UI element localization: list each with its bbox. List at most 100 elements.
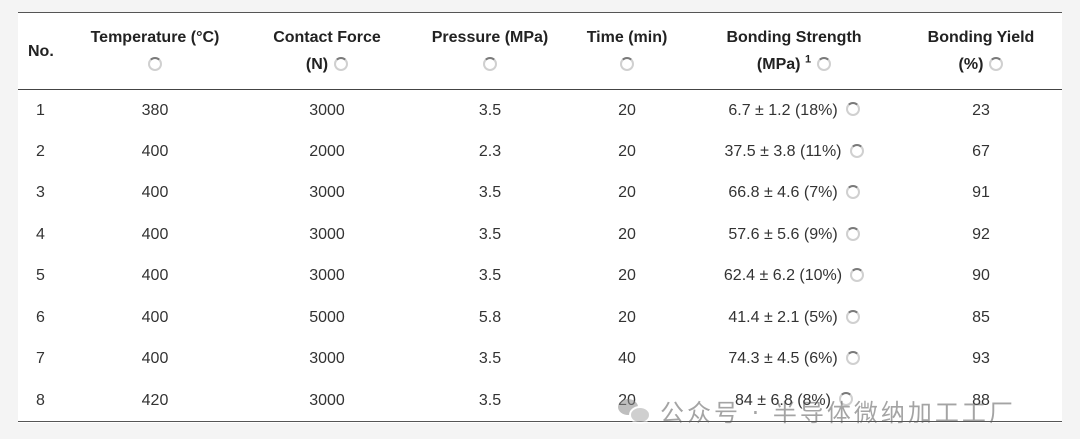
cell-bonding-strength-value: 37.5 ± 3.8 (11%)	[724, 142, 842, 160]
cell-time-value: 20	[618, 225, 636, 243]
cell-temperature: 400	[70, 173, 240, 215]
cell-temperature: 380	[70, 90, 240, 132]
loading-spinner-icon	[845, 102, 860, 117]
cell-pressure-value: 3.5	[478, 101, 502, 119]
loading-spinner-icon	[838, 392, 853, 407]
cell-bonding-yield-value: 67	[972, 142, 990, 160]
cell-contact-force-value: 3000	[309, 225, 345, 243]
cell-contact-force-value: 3000	[309, 391, 345, 409]
cell-temperature-value: 400	[141, 142, 169, 160]
cell-no-value: 1	[36, 101, 45, 119]
cell-time-value: 20	[618, 101, 636, 119]
header-pressure-label: Pressure (MPa)	[431, 29, 549, 46]
cell-pressure: 3.5	[414, 173, 566, 215]
header-time[interactable]: Time (min)	[566, 13, 688, 90]
cell-bonding-yield-value: 91	[972, 184, 990, 202]
cell-time: 20	[566, 380, 688, 422]
loading-spinner-icon	[620, 56, 634, 71]
cell-contact-force: 5000	[240, 297, 414, 339]
cell-temperature-value: 400	[141, 267, 169, 285]
cell-bonding-yield: 93	[900, 339, 1062, 381]
cell-bonding-yield-value: 88	[972, 391, 990, 409]
cell-bonding-yield: 90	[900, 256, 1062, 298]
cell-no: 4	[18, 214, 70, 256]
cell-no: 8	[18, 380, 70, 422]
cell-time-value: 20	[618, 142, 636, 160]
cell-no-value: 2	[36, 142, 45, 160]
cell-pressure-value: 5.8	[478, 308, 502, 326]
table-row: 3 400 3000 3.5 20 66.8 ± 4.6 (7%) 91	[18, 173, 1062, 215]
cell-pressure: 2.3	[414, 131, 566, 173]
table-row: 1 380 3000 3.5 20 6.7 ± 1.2 (18%) 23	[18, 90, 1062, 132]
cell-bonding-yield: 92	[900, 214, 1062, 256]
cell-bonding-strength: 74.3 ± 4.5 (6%)	[688, 339, 900, 381]
bonding-results-table: No. Temperature (°C) Contact Force (N) P…	[18, 12, 1062, 422]
cell-contact-force-value: 5000	[309, 308, 345, 326]
cell-temperature: 400	[70, 214, 240, 256]
cell-temperature-value: 400	[141, 225, 169, 243]
table-header-row: No. Temperature (°C) Contact Force (N) P…	[18, 12, 1062, 90]
header-bonding-yield-label: Bonding Yield	[927, 29, 1035, 46]
cell-contact-force: 3000	[240, 256, 414, 298]
cell-no-value: 3	[36, 184, 45, 202]
header-bonding-strength-label: Bonding Strength	[726, 29, 862, 46]
header-bonding-yield[interactable]: Bonding Yield (%)	[900, 13, 1062, 90]
cell-no: 3	[18, 173, 70, 215]
loading-spinner-icon	[845, 226, 860, 241]
loading-spinner-icon	[850, 268, 865, 283]
loading-spinner-icon	[845, 351, 860, 366]
header-temperature[interactable]: Temperature (°C)	[70, 13, 240, 90]
cell-pressure-value: 3.5	[478, 350, 502, 368]
header-contact-force[interactable]: Contact Force (N)	[240, 13, 414, 90]
cell-time: 20	[566, 256, 688, 298]
table-row: 4 400 3000 3.5 20 57.6 ± 5.6 (9%) 92	[18, 214, 1062, 256]
footnote-marker[interactable]: 1	[804, 53, 812, 66]
header-bonding-yield-unit: (%)	[958, 56, 984, 73]
cell-no: 2	[18, 131, 70, 173]
header-no[interactable]: No.	[18, 13, 70, 90]
cell-time: 40	[566, 339, 688, 381]
cell-bonding-yield-value: 93	[972, 350, 990, 368]
cell-bonding-strength-value: 62.4 ± 6.2 (10%)	[723, 267, 843, 285]
cell-contact-force-value: 3000	[309, 184, 345, 202]
table-container: No. Temperature (°C) Contact Force (N) P…	[18, 12, 1062, 427]
cell-time-value: 20	[618, 184, 636, 202]
loading-spinner-icon	[989, 56, 1004, 71]
loading-spinner-icon	[483, 56, 497, 71]
header-no-label: No.	[28, 42, 54, 60]
cell-no-value: 6	[36, 308, 45, 326]
cell-no-value: 4	[36, 225, 45, 243]
cell-bonding-strength-value: 6.7 ± 1.2 (18%)	[728, 101, 838, 119]
cell-bonding-strength-value: 66.8 ± 4.6 (7%)	[728, 184, 838, 202]
cell-no: 6	[18, 297, 70, 339]
cell-bonding-yield: 67	[900, 131, 1062, 173]
header-pressure[interactable]: Pressure (MPa)	[414, 13, 566, 90]
cell-time: 20	[566, 173, 688, 215]
cell-pressure: 3.5	[414, 90, 566, 132]
cell-bonding-yield: 85	[900, 297, 1062, 339]
header-contact-force-unit: (N)	[305, 56, 329, 73]
cell-pressure-value: 3.5	[478, 225, 502, 243]
cell-contact-force-value: 3000	[309, 101, 345, 119]
cell-pressure: 3.5	[414, 339, 566, 381]
cell-no-value: 7	[36, 350, 45, 368]
cell-bonding-yield-value: 85	[972, 308, 990, 326]
cell-contact-force: 2000	[240, 131, 414, 173]
cell-temperature-value: 400	[141, 184, 169, 202]
cell-pressure-value: 3.5	[478, 391, 502, 409]
cell-temperature: 400	[70, 256, 240, 298]
cell-contact-force-value: 3000	[309, 267, 345, 285]
cell-pressure: 5.8	[414, 297, 566, 339]
cell-bonding-strength-value: 41.4 ± 2.1 (5%)	[728, 308, 838, 326]
cell-bonding-yield-value: 90	[972, 267, 990, 285]
cell-contact-force: 3000	[240, 173, 414, 215]
cell-pressure: 3.5	[414, 214, 566, 256]
header-contact-force-label: Contact Force	[273, 29, 381, 46]
header-bonding-strength[interactable]: Bonding Strength (MPa) 1	[688, 13, 900, 90]
cell-time: 20	[566, 90, 688, 132]
header-time-label: Time (min)	[586, 29, 668, 46]
cell-temperature: 400	[70, 131, 240, 173]
cell-pressure-value: 3.5	[478, 267, 502, 285]
cell-pressure: 3.5	[414, 380, 566, 422]
loading-spinner-icon	[148, 56, 162, 71]
